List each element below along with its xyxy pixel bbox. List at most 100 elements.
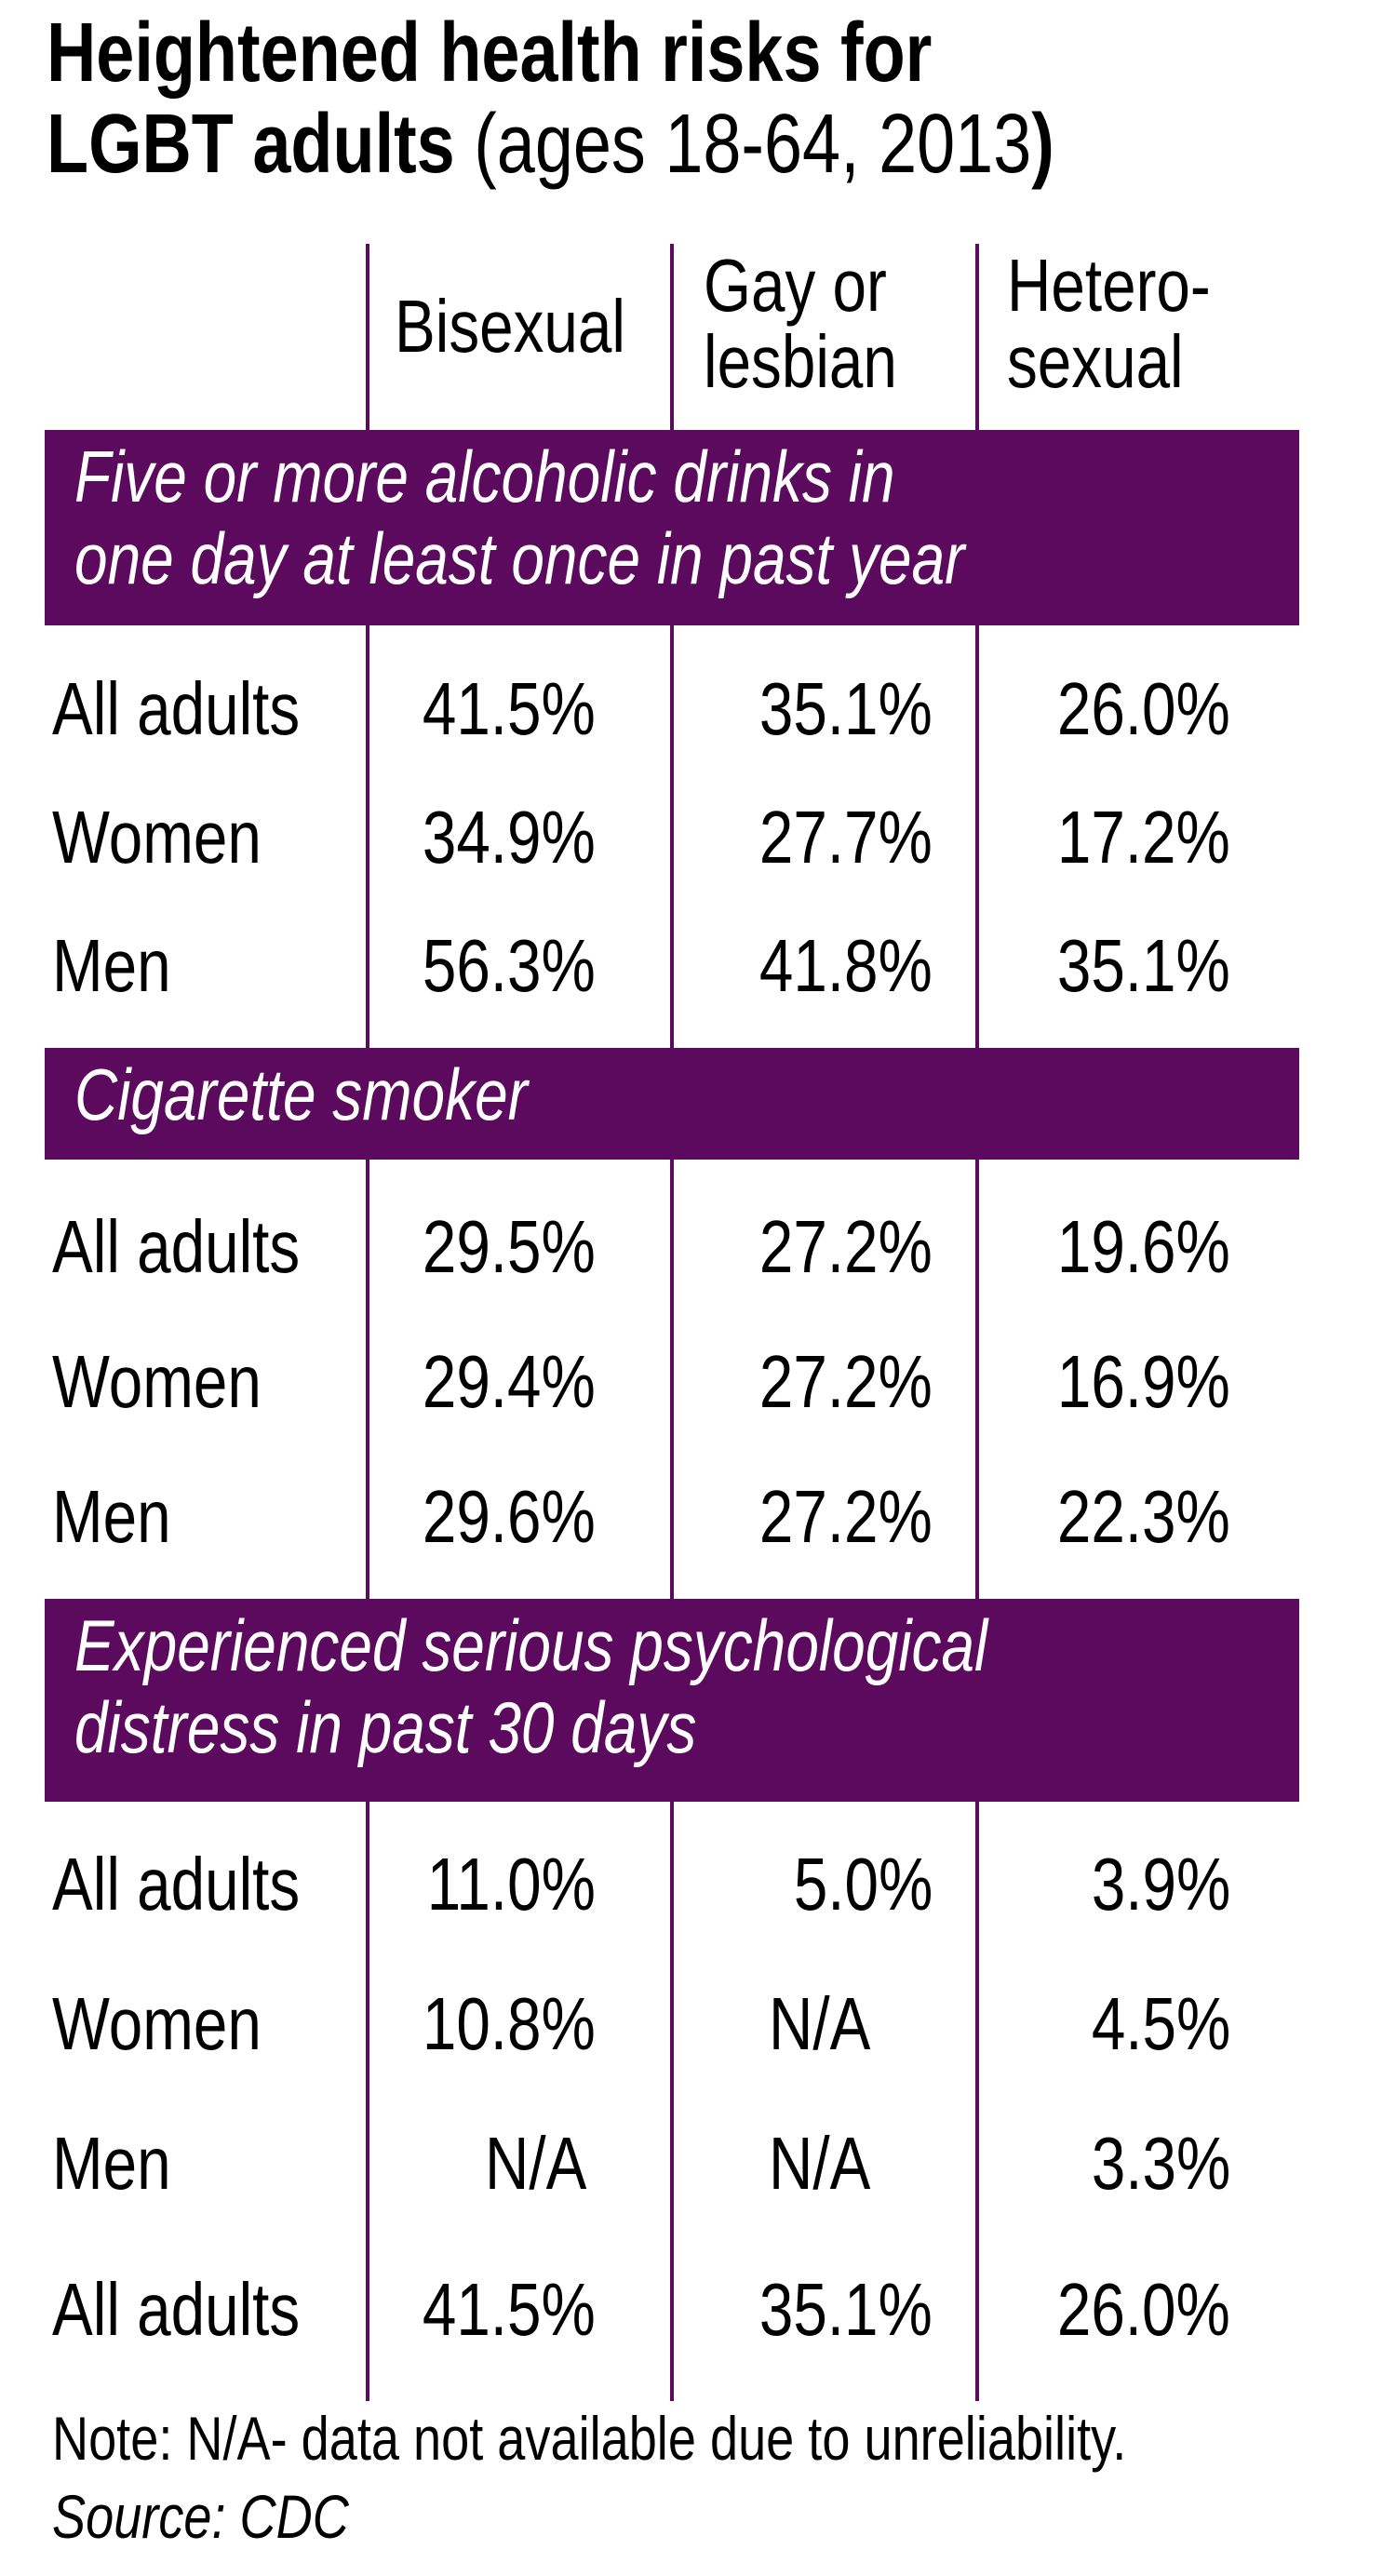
section-label-line-1: Experienced serious psychological — [74, 1604, 988, 1686]
column-header-gay-line-2: lesbian — [704, 320, 897, 403]
value-bisexual: N/A — [372, 2117, 586, 2210]
row-label: Men — [52, 919, 359, 1013]
footnote: Note: N/A- data not available due to unr… — [52, 2401, 1362, 2475]
value-bisexual: 56.3% — [372, 919, 596, 1013]
value-heterosexual: 16.9% — [1014, 1335, 1230, 1429]
value-bisexual-text: 41.5% — [422, 667, 596, 750]
value-gay-lesbian-text: 27.2% — [758, 1340, 933, 1423]
row-label: Women — [52, 791, 359, 884]
section-band-smoking-text: Cigarette smoker — [74, 1053, 528, 1135]
value-heterosexual-text: 3.9% — [1091, 1843, 1230, 1925]
section-band-alcohol-text: Five or more alcoholic drinks in one day… — [74, 436, 964, 599]
value-heterosexual: 17.2% — [1014, 791, 1230, 884]
title-paren-close: ) — [1031, 98, 1054, 191]
value-heterosexual: 4.5% — [1014, 1978, 1230, 2071]
column-header-hetero-line-1: Hetero- — [1007, 244, 1211, 327]
value-bisexual-text: N/A — [484, 2122, 586, 2205]
section-label-line-2: distress in past 30 days — [74, 1686, 697, 1768]
section-label-line-2: one day at least once in past year — [74, 517, 965, 599]
value-heterosexual-text: 3.3% — [1091, 2122, 1230, 2205]
row-label: All adults — [52, 1201, 359, 1294]
value-gay-lesbian: N/A — [717, 2117, 870, 2210]
table-row: All adults 29.5% 27.2% 19.6% — [0, 1201, 1396, 1294]
source-credit-text: Source: CDC — [52, 2482, 349, 2551]
row-label-text: Men — [52, 2122, 171, 2205]
value-gay-lesbian: 41.8% — [717, 919, 933, 1013]
column-header-heterosexual: Hetero- sexual — [1007, 248, 1255, 400]
value-gay-lesbian: 27.2% — [717, 1201, 933, 1294]
value-heterosexual: 3.3% — [1014, 2117, 1230, 2210]
table-row: Men 29.6% 27.2% 22.3% — [0, 1470, 1396, 1563]
section-band-alcohol: Five or more alcoholic drinks in one day… — [45, 430, 1299, 625]
value-gay-lesbian: 5.0% — [717, 1838, 933, 1931]
value-gay-lesbian: 35.1% — [717, 2263, 933, 2356]
value-bisexual: 34.9% — [372, 791, 596, 884]
row-label: All adults — [52, 2263, 359, 2356]
row-label-text: All adults — [52, 1205, 301, 1288]
column-divider-2 — [670, 244, 674, 2401]
section-band-smoking: Cigarette smoker — [45, 1048, 1299, 1160]
value-heterosexual-text: 22.3% — [1056, 1475, 1230, 1558]
row-label-text: Men — [52, 1475, 171, 1558]
column-divider-3 — [975, 244, 979, 2401]
value-heterosexual: 26.0% — [1014, 2263, 1230, 2356]
table-row: Women 34.9% 27.7% 17.2% — [0, 791, 1396, 884]
value-bisexual: 10.8% — [372, 1978, 596, 2071]
row-label: Men — [52, 1470, 359, 1563]
row-label-text: Men — [52, 924, 171, 1007]
column-header-gay-line-1: Gay or — [704, 244, 887, 327]
value-bisexual-text: 34.9% — [422, 796, 596, 879]
value-gay-lesbian-text: N/A — [768, 2122, 870, 2205]
row-label: Men — [52, 2117, 359, 2210]
column-header-hetero-line-2: sexual — [1007, 320, 1184, 403]
value-heterosexual-text: 19.6% — [1056, 1205, 1230, 1288]
value-bisexual-text: 29.4% — [422, 1340, 596, 1423]
table-row: Men N/A N/A 3.3% — [0, 2117, 1396, 2210]
section-label-line-1: Cigarette smoker — [74, 1053, 528, 1135]
row-label-text: Women — [52, 1982, 262, 2065]
table-row: Women 10.8% N/A 4.5% — [0, 1978, 1396, 2071]
value-heterosexual: 22.3% — [1014, 1470, 1230, 1563]
value-gay-lesbian-text: 27.7% — [758, 796, 933, 879]
section-label-line-1: Five or more alcoholic drinks in — [74, 436, 895, 517]
title-paren-open: ( — [454, 98, 497, 191]
value-gay-lesbian-text: 27.2% — [758, 1205, 933, 1288]
value-gay-lesbian: 27.2% — [717, 1470, 933, 1563]
row-label: All adults — [52, 663, 359, 756]
value-bisexual-text: 11.0% — [426, 1843, 596, 1925]
source-credit: Source: CDC — [52, 2479, 414, 2554]
row-label: All adults — [52, 1838, 359, 1931]
footnote-text: Note: N/A- data not available due to unr… — [52, 2404, 1127, 2473]
value-bisexual: 29.5% — [372, 1201, 596, 1294]
value-gay-lesbian-text: 41.8% — [758, 924, 933, 1007]
table-row: Men 56.3% 41.8% 35.1% — [0, 919, 1396, 1013]
section-band-distress-text: Experienced serious psychological distre… — [74, 1604, 987, 1768]
value-heterosexual: 3.9% — [1014, 1838, 1230, 1931]
value-bisexual-text: 29.5% — [422, 1205, 596, 1288]
value-heterosexual: 19.6% — [1014, 1201, 1230, 1294]
column-header-bisexual-text: Bisexual — [395, 285, 625, 368]
row-label-text: All adults — [52, 1843, 301, 1925]
column-divider-1 — [366, 244, 369, 2401]
value-heterosexual-text: 26.0% — [1056, 667, 1230, 750]
value-gay-lesbian-text: 35.1% — [758, 667, 933, 750]
value-gay-lesbian-text: N/A — [768, 1982, 870, 2065]
table-row: All adults 11.0% 5.0% 3.9% — [0, 1838, 1396, 1931]
chart-title: Heightened health risks for LGBT adults … — [47, 7, 1349, 190]
row-label-text: Women — [52, 1340, 262, 1423]
value-gay-lesbian: N/A — [717, 1978, 870, 2071]
section-band-distress: Experienced serious psychological distre… — [45, 1599, 1299, 1802]
table-row: All adults 41.5% 35.1% 26.0% — [0, 2263, 1396, 2356]
title-line-2: LGBT adults (ages 18-64, 2013) — [47, 99, 1115, 190]
value-bisexual-text: 10.8% — [422, 1982, 596, 2065]
value-bisexual-text: 29.6% — [422, 1475, 596, 1558]
value-gay-lesbian-text: 5.0% — [793, 1843, 933, 1925]
row-label-text: All adults — [52, 667, 301, 750]
value-bisexual: 41.5% — [372, 2263, 596, 2356]
value-gay-lesbian: 35.1% — [717, 663, 933, 756]
value-gay-lesbian-text: 35.1% — [758, 2268, 933, 2351]
value-bisexual: 41.5% — [372, 663, 596, 756]
value-heterosexual-text: 4.5% — [1091, 1982, 1230, 2065]
value-heterosexual-text: 16.9% — [1056, 1340, 1230, 1423]
value-gay-lesbian: 27.2% — [717, 1335, 933, 1429]
